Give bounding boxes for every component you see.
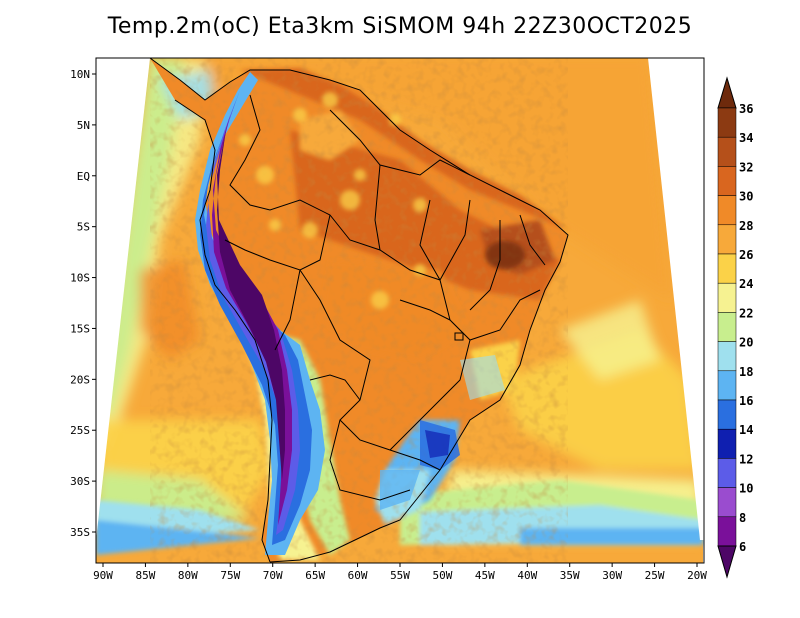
colorbar-label: 6: [739, 540, 746, 554]
colorbar-label: 18: [739, 365, 753, 379]
lon-tick-label: 60W: [348, 569, 368, 582]
colorbar-label: 26: [739, 248, 753, 262]
lon-tick-label: 55W: [390, 569, 410, 582]
lat-tick-label: 10N: [70, 68, 90, 81]
colorbar-segment: [717, 428, 737, 459]
colorbar-label: 12: [739, 452, 753, 466]
lon-tick-label: 80W: [178, 569, 198, 582]
lat-tick-label: 20S: [70, 373, 90, 386]
lon-tick-label: 20W: [687, 569, 707, 582]
longitude-axis: 90W 85W 80W 75W 70W 65W 60W 55W 50W 45W 40W 35W 30W 2…: [93, 563, 707, 582]
lon-tick-label: 70W: [263, 569, 283, 582]
lat-tick-label: 25S: [70, 424, 90, 437]
colorbar-label: 8: [739, 511, 746, 525]
colorbar-label: 22: [739, 306, 753, 320]
colorbar-top-arrow: [717, 76, 737, 109]
lon-tick-label: 75W: [220, 569, 240, 582]
colorbar-label: 30: [739, 190, 753, 204]
colorbar-segment: [717, 516, 737, 547]
colorbar-segment: [717, 312, 737, 342]
colorbar-segment: [717, 195, 737, 226]
lat-tick-label: 30S: [70, 475, 90, 488]
lat-tick-label: 10S: [70, 272, 90, 285]
colorbar-label: 24: [739, 277, 753, 291]
colorbar-segment: [717, 253, 737, 284]
lon-tick-label: 30W: [602, 569, 622, 582]
colorbar-segment: [717, 282, 737, 313]
colorbar-bottom-arrow: [717, 545, 737, 579]
lat-tick-label: EQ: [77, 170, 90, 183]
south-america-landmass: [150, 58, 568, 562]
lat-tick-label: 5N: [77, 119, 90, 132]
colorbar-label: 32: [739, 160, 753, 174]
lon-tick-label: 90W: [93, 569, 113, 582]
colorbar-label: 14: [739, 423, 753, 437]
colorbar-segment: [717, 458, 737, 488]
colorbar-segment: [717, 224, 737, 255]
lat-tick-label: 35S: [70, 526, 90, 539]
colorbar: 36 34 32 30 28 26 24 22 20 18 16 14 12 10 8 6: [717, 76, 753, 579]
country-borders: [149, 58, 569, 563]
lat-tick-label: 5S: [77, 221, 90, 234]
map-title: Temp.2m(oC) Eta3km SiSMOM 94h 22Z30OCT20…: [107, 14, 693, 39]
lon-tick-label: 65W: [305, 569, 325, 582]
lat-tick-label: 15S: [70, 322, 90, 335]
lon-tick-label: 25W: [645, 569, 665, 582]
latitude-axis: 10N 5N EQ 5S 10S 15S 20S 25S 30S 35S: [70, 68, 96, 539]
colorbar-segment: [717, 107, 737, 138]
lon-tick-label: 45W: [475, 569, 495, 582]
colorbar-label: 36: [739, 102, 753, 116]
colorbar-segment: [717, 136, 737, 167]
lon-tick-label: 40W: [517, 569, 537, 582]
colorbar-label: 16: [739, 394, 753, 408]
colorbar-segment: [717, 399, 737, 430]
colorbar-segment: [717, 487, 737, 518]
lon-tick-label: 50W: [432, 569, 452, 582]
colorbar-segment: [717, 370, 737, 401]
colorbar-label: 28: [739, 219, 753, 233]
colorbar-segment: [717, 166, 737, 196]
colorbar-label: 34: [739, 131, 753, 145]
colorbar-segment: [717, 341, 737, 372]
colorbar-label: 10: [739, 482, 753, 496]
colorbar-label: 20: [739, 336, 753, 350]
lon-tick-label: 35W: [560, 569, 580, 582]
lon-tick-label: 85W: [135, 569, 155, 582]
